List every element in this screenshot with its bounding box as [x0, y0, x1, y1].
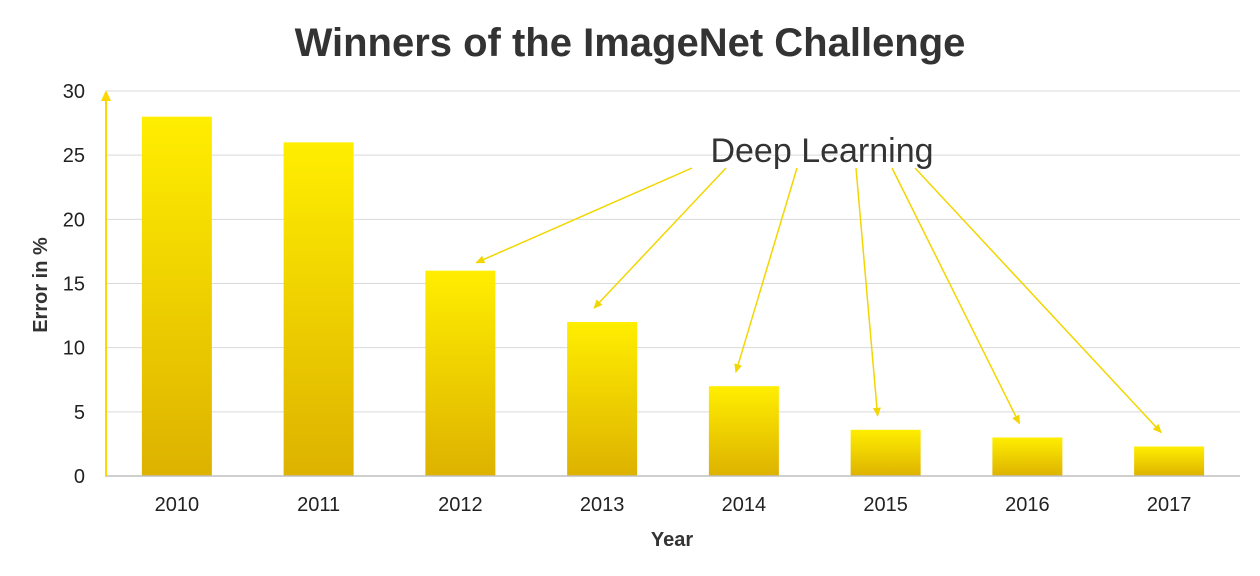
- annotation-arrow-2013: [593, 167, 727, 309]
- x-axis-title: Year: [651, 529, 693, 551]
- bar-2010: [141, 116, 212, 477]
- bar-2016: [992, 437, 1063, 476]
- annotation-arrow-2014: [734, 167, 798, 374]
- gridlines: [106, 90, 1240, 413]
- bar-2011: [283, 142, 354, 477]
- chart-title: Winners of the ImageNet Challenge: [295, 21, 966, 65]
- annotation-arrows: [475, 167, 1162, 434]
- bar-2015: [850, 429, 921, 476]
- x-tick-label: 2016: [1005, 494, 1050, 516]
- annotation-label: Deep Learning: [710, 132, 933, 170]
- y-tick-label: 15: [63, 274, 85, 296]
- annotation-arrow-2016: [891, 167, 1021, 425]
- y-axis-ticks: 0 5 10 15 20 25 30: [63, 81, 85, 488]
- bar-2012: [425, 270, 496, 476]
- bar-2017: [1134, 446, 1205, 476]
- y-tick-label: 20: [63, 209, 85, 231]
- y-tick-label: 10: [63, 338, 85, 360]
- bar-2013: [567, 322, 638, 476]
- x-tick-label: 2014: [722, 494, 767, 516]
- x-tick-label: 2017: [1147, 494, 1192, 516]
- x-tick-label: 2013: [580, 494, 625, 516]
- y-tick-label: 30: [63, 81, 85, 103]
- y-tick-label: 5: [74, 402, 85, 424]
- annotation-arrow-2012: [475, 167, 693, 264]
- y-axis-arrowhead-icon: [101, 90, 111, 101]
- annotation-arrow-2015: [855, 167, 881, 417]
- x-axis-ticks: 2010 2011 2012 2013 2014 2015 2016 2017: [155, 494, 1192, 516]
- x-tick-label: 2011: [297, 494, 340, 516]
- y-tick-label: 0: [74, 466, 85, 488]
- annotation-arrow-2017: [914, 167, 1162, 434]
- y-tick-label: 25: [63, 145, 85, 167]
- x-tick-label: 2015: [863, 494, 908, 516]
- bar-2014: [708, 386, 779, 476]
- x-tick-label: 2010: [155, 494, 200, 516]
- x-tick-label: 2012: [438, 494, 483, 516]
- bars: [141, 116, 1205, 477]
- y-axis-title: Error in %: [30, 237, 52, 333]
